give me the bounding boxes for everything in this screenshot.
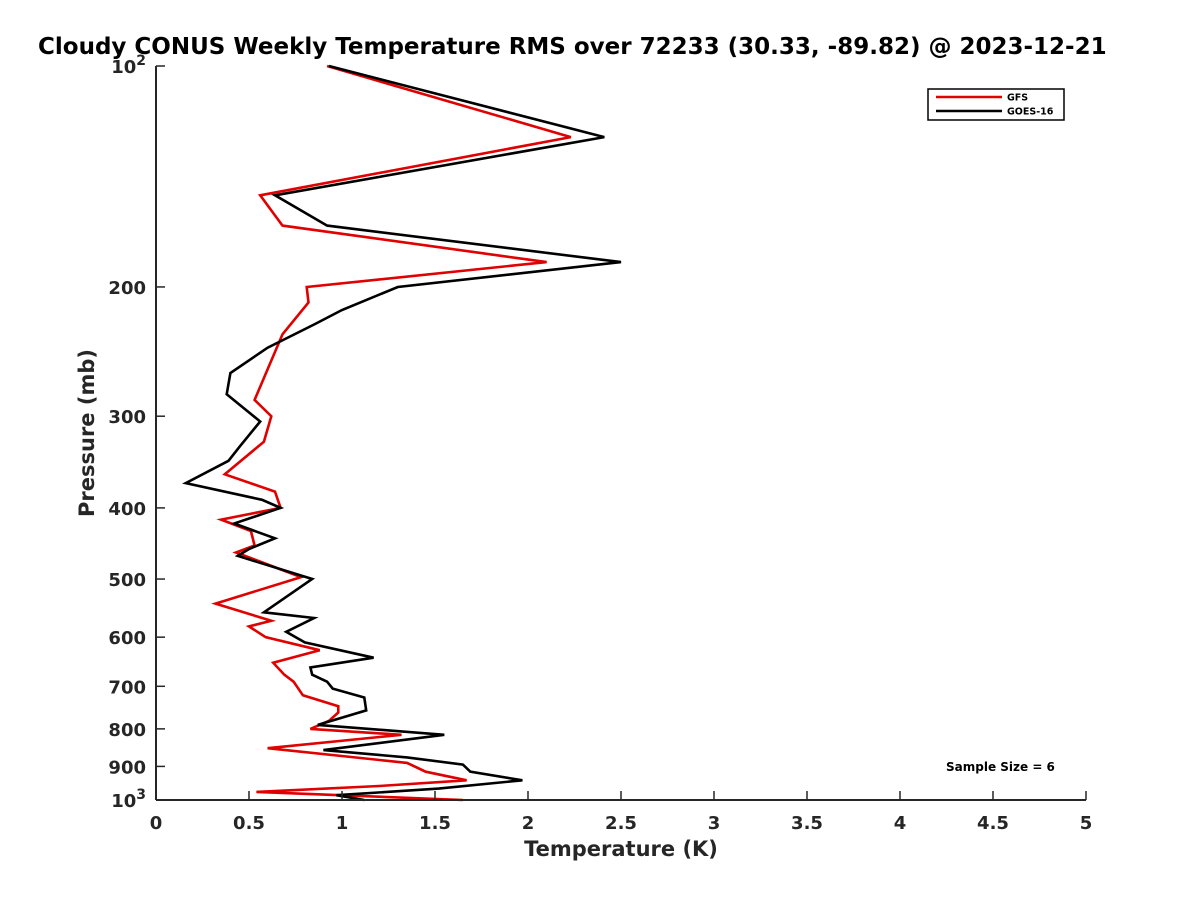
legend-box (927, 88, 1065, 121)
legend-label-goes16: GOES-16 (1007, 107, 1054, 118)
series-line-goes16 (182, 64, 622, 802)
chart-title: Cloudy CONUS Weekly Temperature RMS over… (38, 34, 1107, 60)
x-tick-label: 5 (1080, 813, 1093, 834)
series-line-gfs (211, 64, 572, 802)
y-tick-label: 200 (108, 278, 146, 299)
x-ticks: 0 0.5 1 1.5 2 2.5 3 3.5 4 4.5 5 (150, 791, 1093, 834)
y-tick-label: 700 (108, 677, 146, 698)
x-tick-label: 1 (336, 813, 349, 834)
y-tick-label: 102 (111, 53, 146, 78)
x-tick-label: 0.5 (233, 813, 265, 834)
y-tick-label: 600 (108, 628, 146, 649)
x-tick-label: 0 (150, 813, 163, 834)
y-tick-label: 103 (111, 787, 146, 812)
y-tick-label: 300 (108, 407, 146, 428)
x-tick-label: 2 (522, 813, 535, 834)
x-tick-label: 3.5 (791, 813, 823, 834)
x-tick-label: 4 (894, 813, 907, 834)
y-axis-label: Pressure (mb) (75, 349, 99, 517)
legend-label-gfs: GFS (1007, 93, 1028, 104)
y-tick-label: 400 (108, 499, 146, 520)
y-tick-label: 500 (108, 570, 146, 591)
x-tick-label: 2.5 (605, 813, 637, 834)
x-tick-label: 1.5 (419, 813, 451, 834)
x-axis-label: Temperature (K) (524, 837, 718, 861)
legend: GFS GOES-16 (927, 88, 1065, 121)
x-tick-label: 3 (708, 813, 721, 834)
y-ticks: 102 200 300 400 500 600 700 800 900 103 (108, 53, 165, 812)
x-tick-label: 4.5 (977, 813, 1009, 834)
y-tick-label: 800 (108, 720, 146, 741)
plot-series (182, 64, 622, 802)
sample-size-annotation: Sample Size = 6 (946, 760, 1055, 774)
y-tick-label: 900 (108, 757, 146, 778)
